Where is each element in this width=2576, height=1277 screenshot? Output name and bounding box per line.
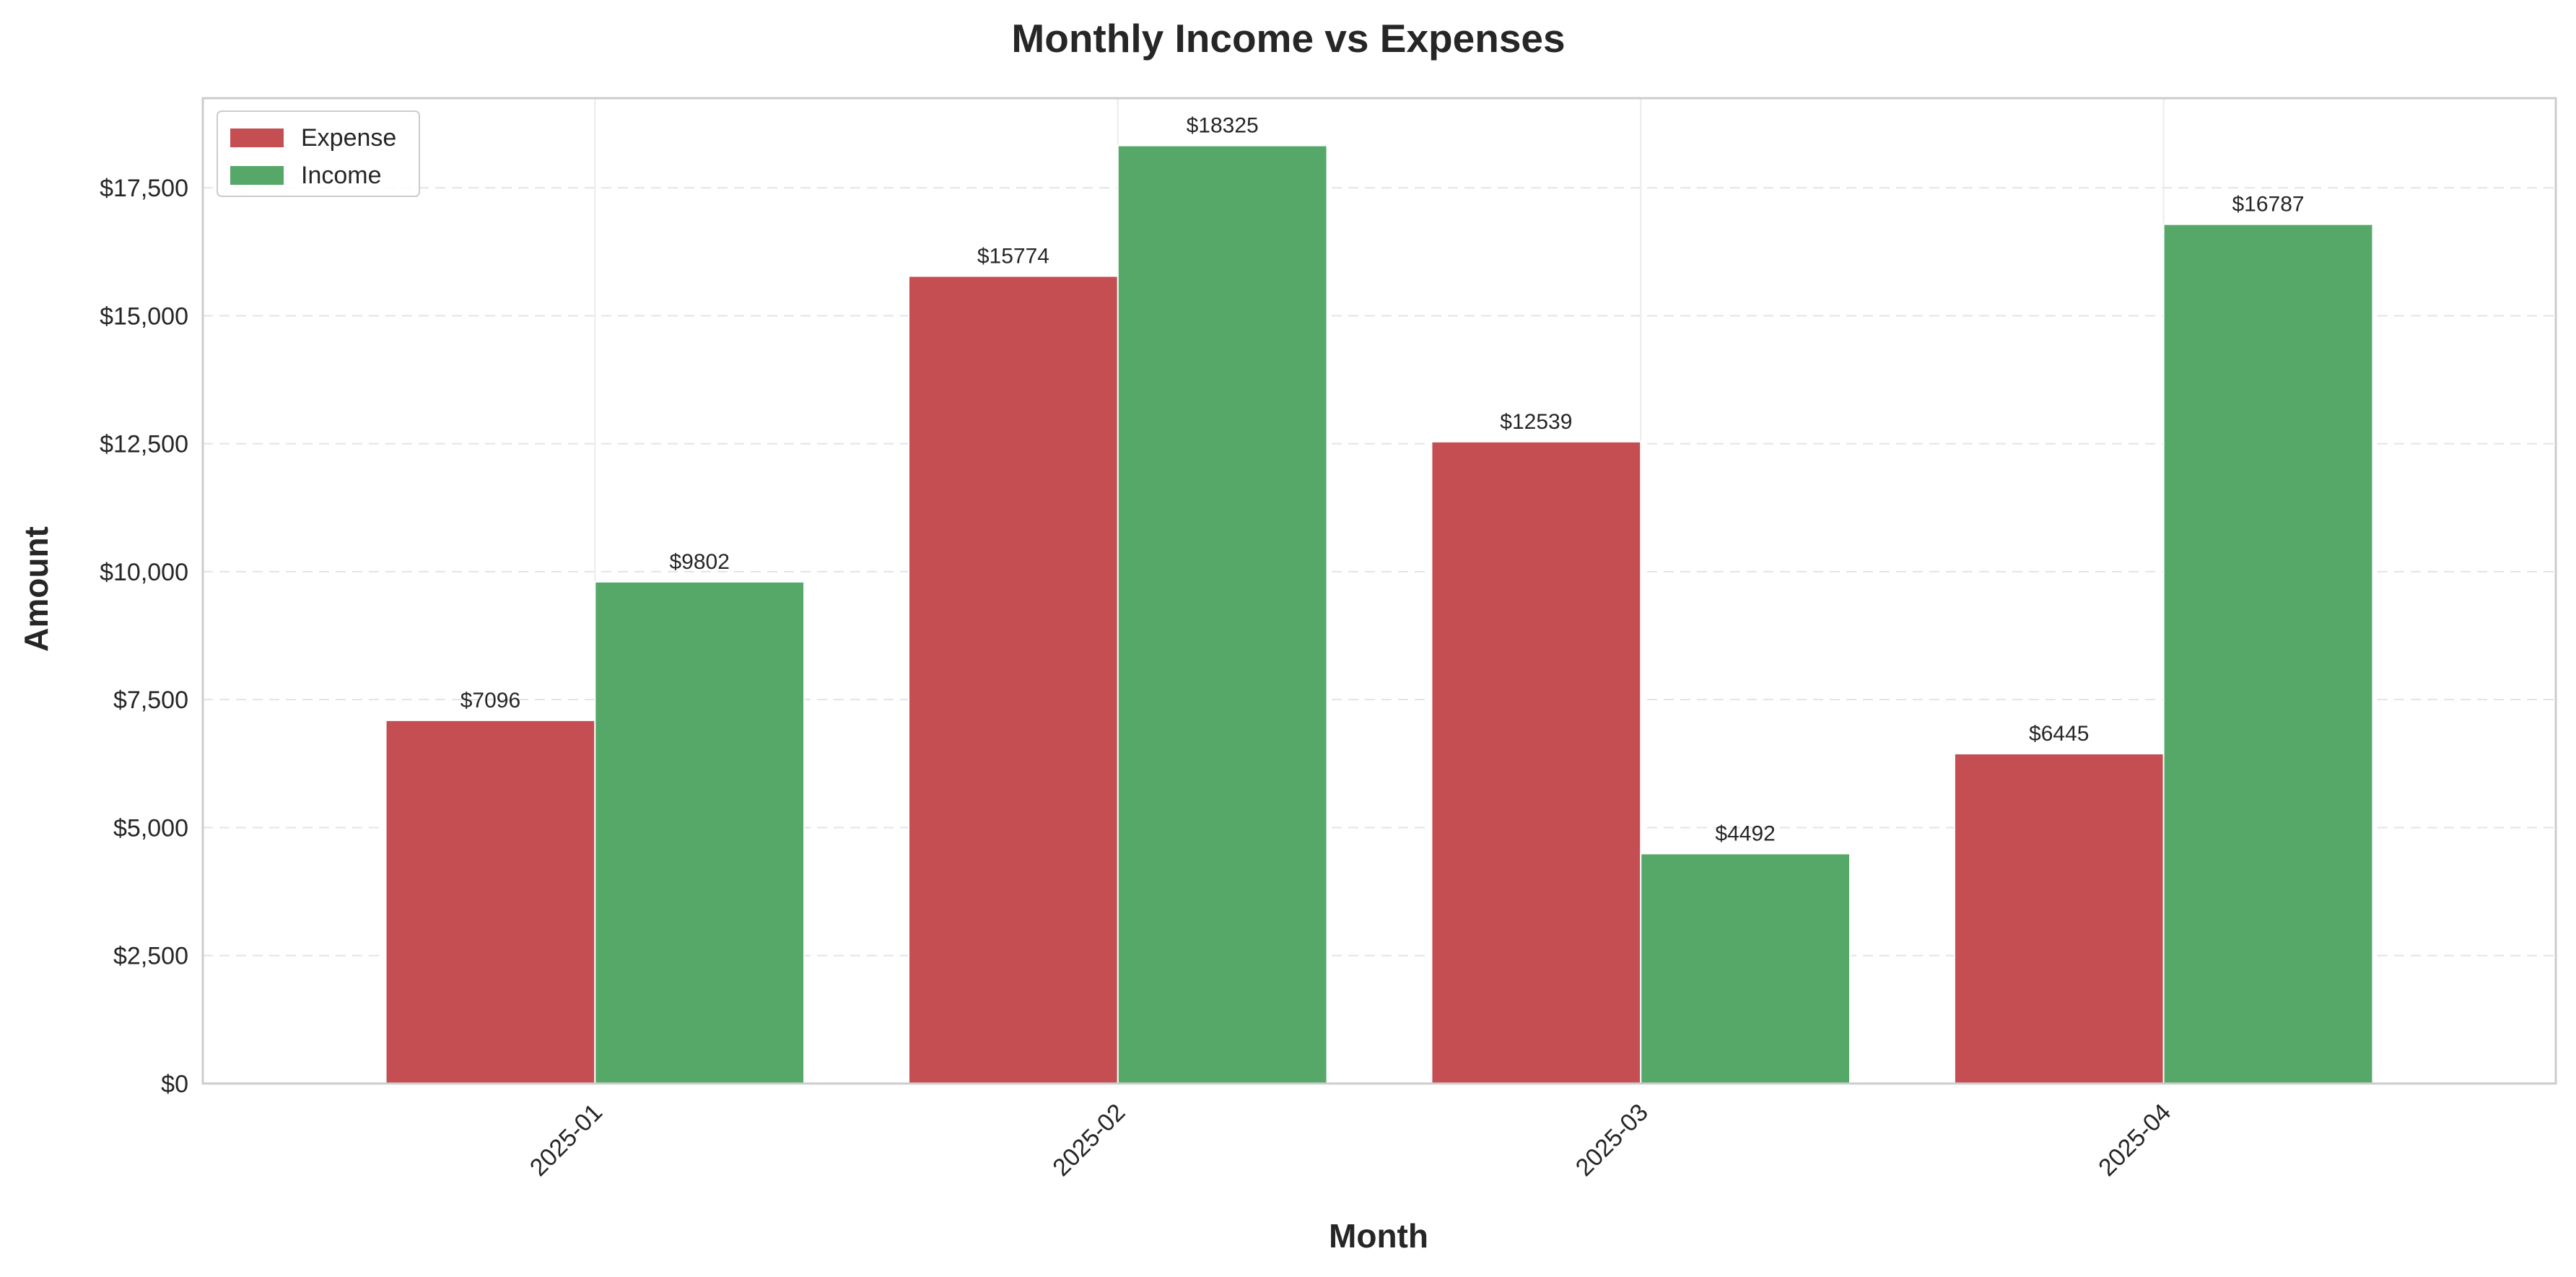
y-tick-label: $17,500	[100, 175, 188, 202]
plot-area: $0 $2,500 $5,000 $7,500 $10,000 $12,500 $15,00…	[100, 97, 2557, 1182]
x-tick-label: 2025-03	[1571, 1099, 1654, 1182]
chart-title: Monthly Income vs Expenses	[1011, 16, 1565, 61]
bar-value-label: $18325	[1187, 114, 1259, 138]
y-tick-label: $5,000	[113, 814, 188, 842]
plot-frame	[201, 97, 2557, 1085]
bar-value-label: $7096	[460, 689, 520, 712]
y-tick-label: $0	[161, 1071, 188, 1098]
y-tick-label: $10,000	[100, 559, 188, 586]
x-axis-label: Month	[1329, 1217, 1428, 1255]
legend-label-income: Income	[301, 162, 382, 189]
bar-value-label: $16787	[2232, 193, 2305, 217]
y-tick-label: $15,000	[100, 302, 188, 330]
legend-label-expense: Expense	[301, 124, 396, 152]
bar-value-label: $9802	[670, 550, 730, 574]
bar-expense	[908, 275, 1119, 1085]
bar-expense	[1431, 440, 1642, 1084]
bar-expense	[1953, 752, 2165, 1085]
bar-value-label: $15774	[977, 244, 1049, 268]
y-tick-label: $2,500	[113, 943, 188, 970]
bar-expense	[385, 719, 596, 1084]
bar-value-label: $12539	[1500, 410, 1572, 434]
y-tick-label: $7,500	[113, 687, 188, 714]
bar-income	[594, 580, 805, 1084]
bar-value-label: $6445	[2029, 722, 2089, 746]
bar-value-label: $4492	[1715, 821, 1775, 845]
y-tick-label: $12,500	[100, 431, 188, 458]
legend-swatch-expense	[230, 128, 284, 147]
bar-income	[1117, 144, 1328, 1084]
y-axis-label: Amount	[17, 526, 55, 652]
x-tick-label: 2025-02	[1047, 1099, 1130, 1182]
legend-swatch-income	[230, 166, 284, 185]
bar-income	[2162, 223, 2374, 1085]
x-tick-label: 2025-04	[2093, 1099, 2176, 1182]
bar-income	[1640, 853, 1851, 1084]
x-tick-label: 2025-01	[525, 1099, 608, 1182]
